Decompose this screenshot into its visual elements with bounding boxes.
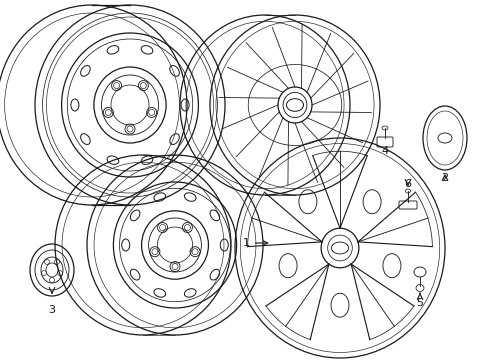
Text: 5: 5	[416, 298, 423, 308]
Text: 6: 6	[404, 179, 411, 189]
Text: 1: 1	[242, 238, 267, 248]
Text: 2: 2	[441, 173, 447, 183]
Text: 3: 3	[48, 305, 55, 315]
Text: 4: 4	[381, 146, 388, 156]
